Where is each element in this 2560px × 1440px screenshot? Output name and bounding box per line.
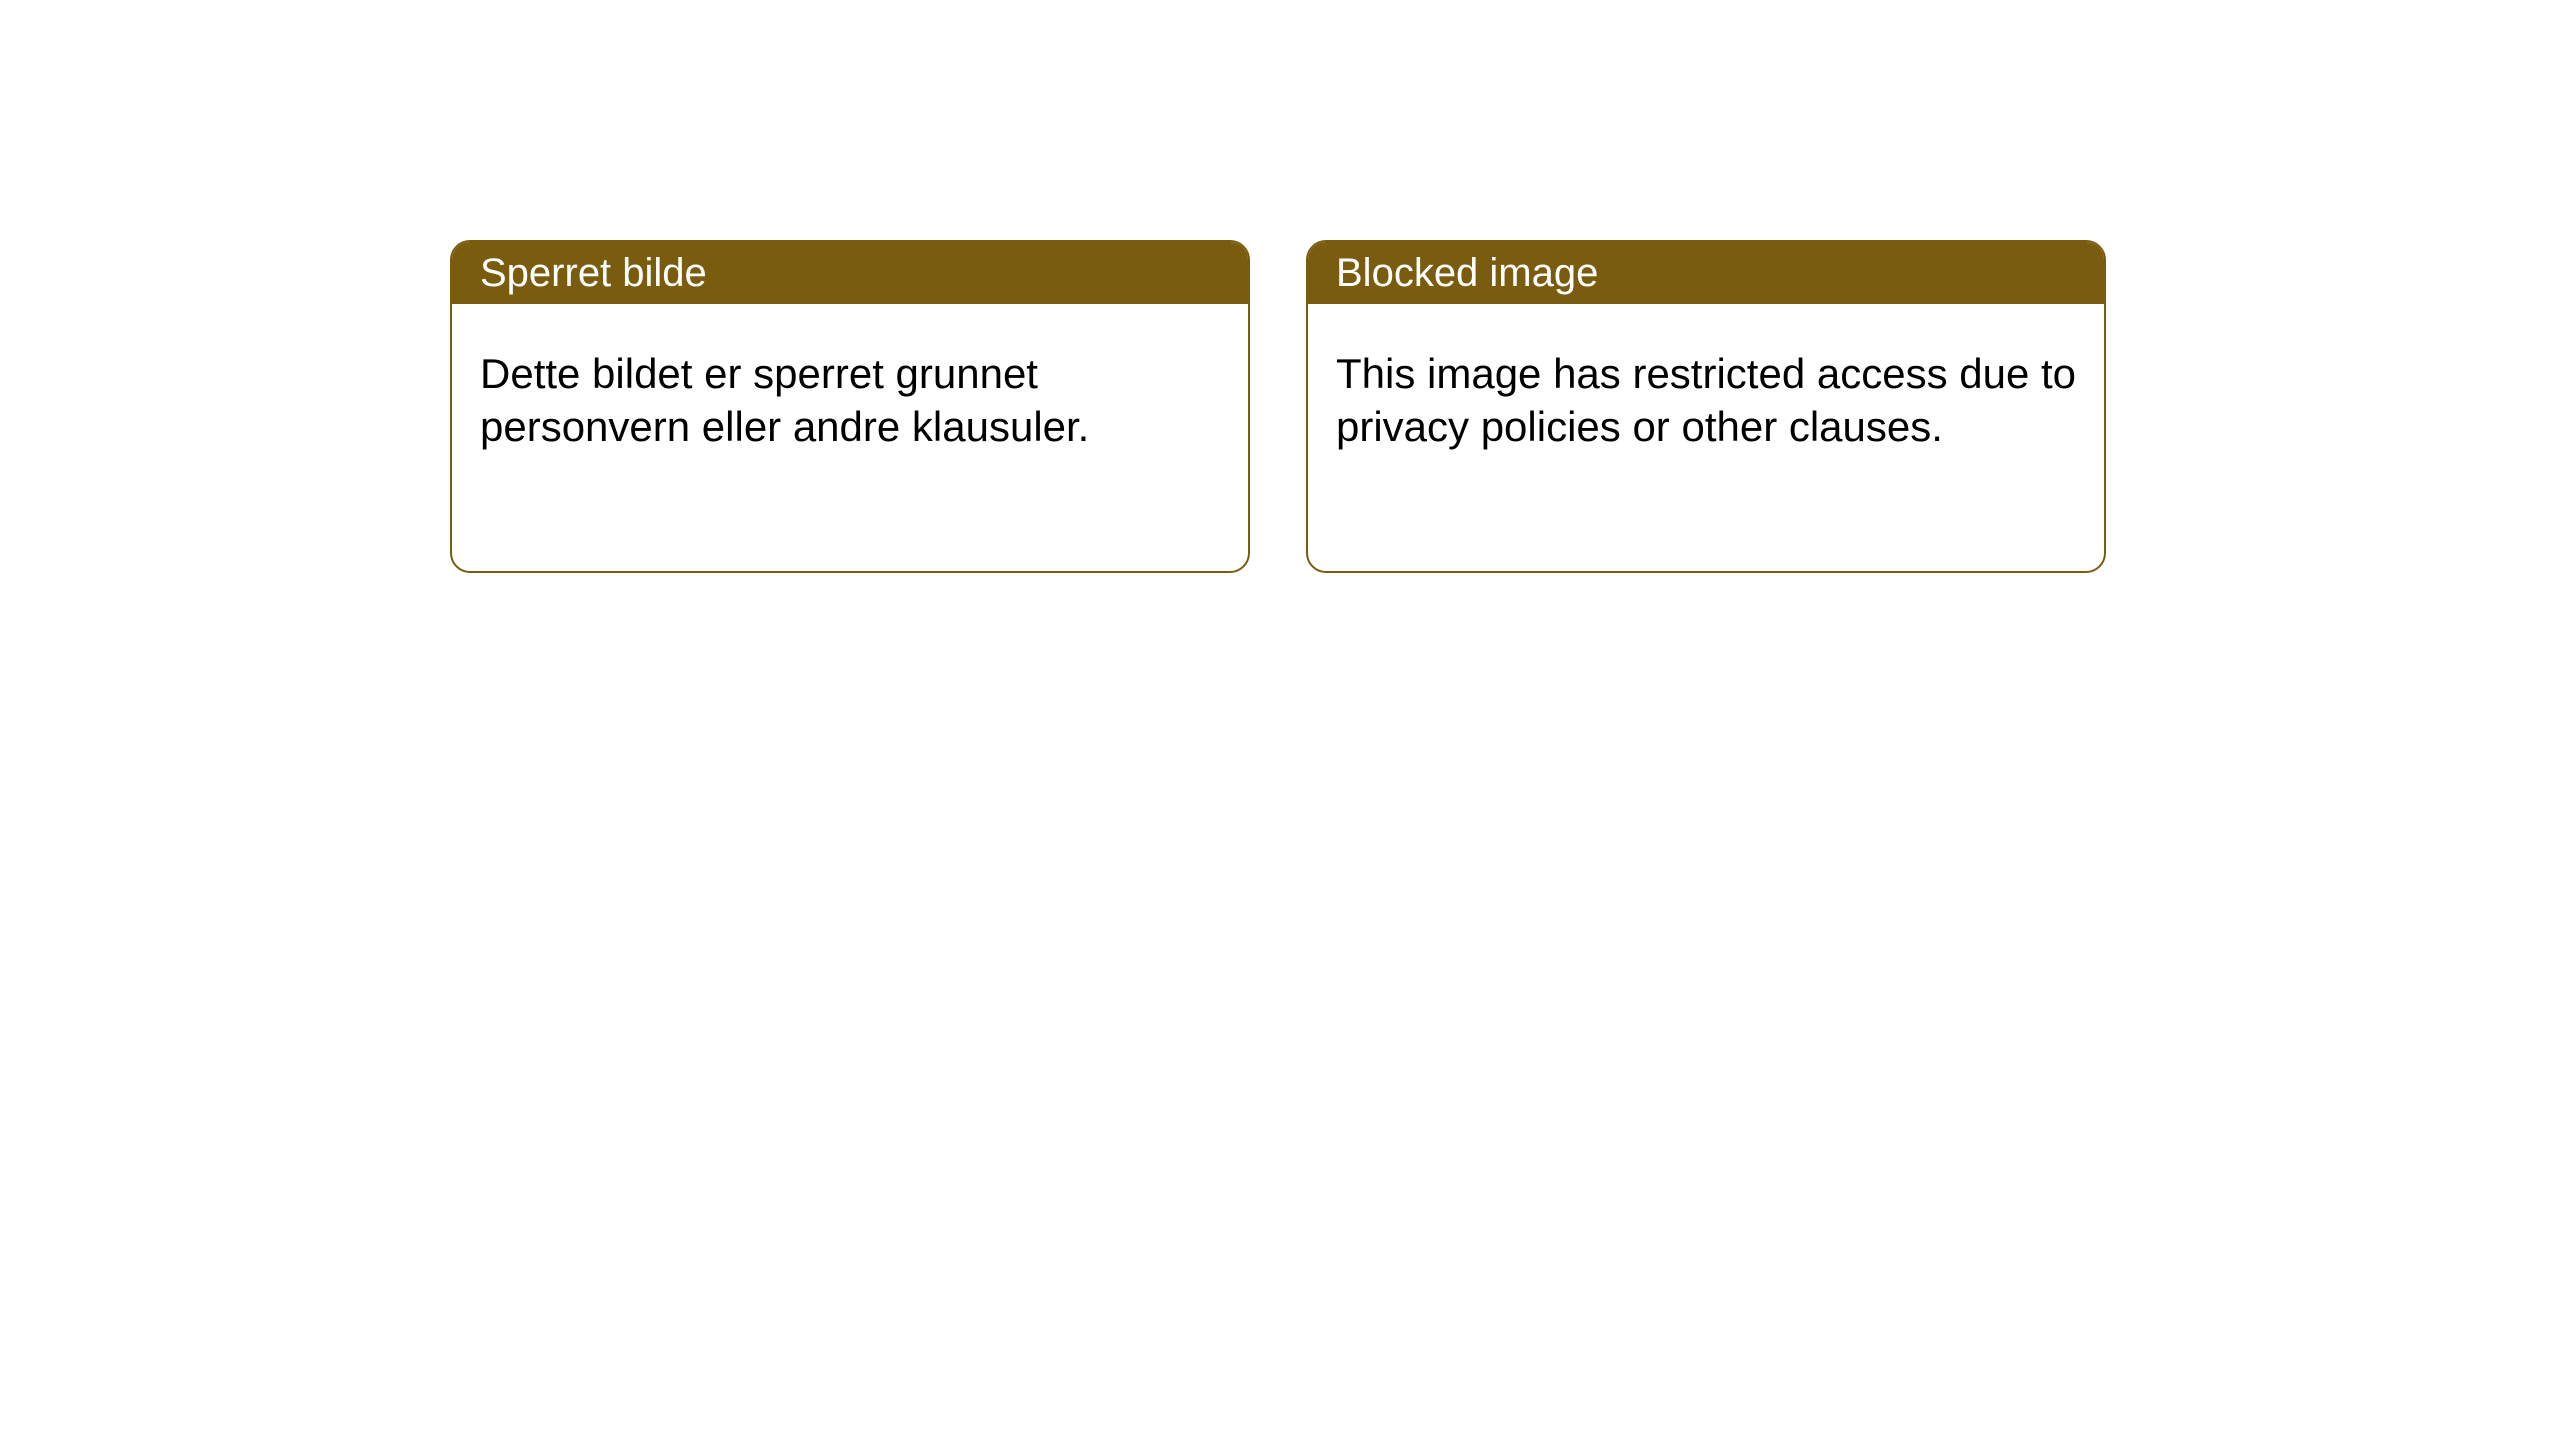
notice-header-no: Sperret bilde [452,242,1248,304]
notice-container: Sperret bilde Dette bildet er sperret gr… [450,240,2106,573]
notice-body-no: Dette bildet er sperret grunnet personve… [452,304,1248,497]
notice-card-no: Sperret bilde Dette bildet er sperret gr… [450,240,1250,573]
notice-header-en: Blocked image [1308,242,2104,304]
notice-body-en: This image has restricted access due to … [1308,304,2104,497]
notice-card-en: Blocked image This image has restricted … [1306,240,2106,573]
